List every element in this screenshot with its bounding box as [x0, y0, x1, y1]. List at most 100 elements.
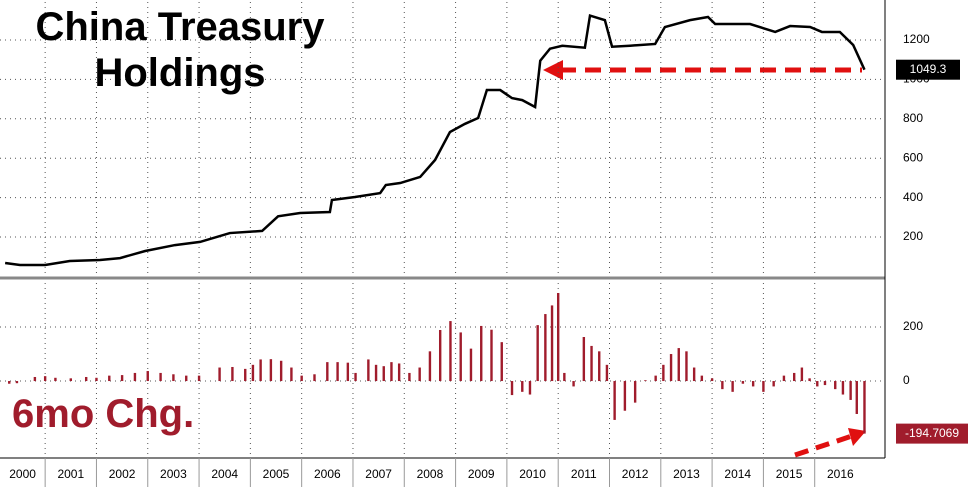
- arrowhead: [848, 428, 866, 446]
- bar: [605, 364, 609, 382]
- bar: [572, 381, 575, 387]
- bar: [544, 314, 547, 382]
- value-label-box: [896, 423, 968, 444]
- bar: [841, 381, 845, 395]
- bar: [662, 364, 665, 382]
- x-tick-label: 2005: [263, 467, 290, 481]
- bar: [244, 368, 247, 382]
- bar: [172, 374, 175, 382]
- bar: [438, 329, 442, 382]
- x-tick-label: 2014: [724, 467, 751, 481]
- bar: [556, 292, 560, 382]
- x-tick-label: 2006: [314, 467, 341, 481]
- bar: [449, 321, 452, 382]
- value-label: -194.7069: [905, 426, 959, 440]
- bar: [251, 364, 255, 382]
- x-tick-label: 2012: [622, 467, 649, 481]
- bar: [469, 348, 473, 382]
- bar: [197, 375, 201, 382]
- bar: [677, 348, 680, 382]
- x-tick-label: 2015: [776, 467, 803, 481]
- bar: [613, 381, 616, 420]
- bar: [300, 375, 303, 382]
- bar: [290, 367, 293, 382]
- bar: [685, 351, 688, 382]
- bar: [15, 381, 19, 384]
- bar: [510, 381, 514, 396]
- bar: [231, 366, 234, 382]
- bar: [43, 376, 47, 382]
- bar: [336, 362, 339, 382]
- bar: [159, 372, 162, 382]
- x-tick-label: 2002: [109, 467, 136, 481]
- bar: [741, 381, 745, 384]
- chart-title: China Treasury Holdings: [35, 5, 325, 95]
- bar: [8, 381, 11, 384]
- bar: [146, 371, 149, 382]
- bar: [459, 332, 462, 382]
- bar: [490, 329, 493, 382]
- bar: [623, 381, 627, 411]
- y-tick-label: 600: [903, 150, 923, 164]
- bar: [816, 381, 819, 387]
- bar: [644, 380, 647, 382]
- bar: [863, 381, 866, 434]
- bar: [654, 375, 657, 382]
- bar: [185, 375, 188, 382]
- bar: [120, 375, 124, 382]
- bar: [792, 372, 796, 382]
- bar: [54, 377, 57, 382]
- bar: [313, 374, 316, 382]
- x-tick-label: 2010: [519, 467, 546, 481]
- bar: [582, 337, 586, 382]
- x-tick-label: 2011: [571, 467, 597, 481]
- bar: [731, 381, 734, 392]
- bar: [33, 376, 37, 382]
- bar: [563, 372, 566, 382]
- bar: [418, 367, 421, 382]
- bar: [782, 375, 786, 382]
- bar: [480, 325, 483, 382]
- bar: [354, 372, 357, 382]
- x-tick-label: 2001: [57, 467, 84, 481]
- bar: [550, 305, 554, 382]
- y-tick-label: 0: [903, 373, 910, 387]
- bar: [326, 362, 329, 382]
- bar: [521, 381, 524, 392]
- y-tick-label: 1200: [903, 32, 930, 46]
- bar: [762, 381, 765, 392]
- bar: [536, 325, 539, 382]
- bar: [428, 351, 432, 382]
- bar: [849, 381, 852, 400]
- x-tick-label: 2009: [468, 467, 495, 481]
- y-tick-label: 200: [903, 229, 923, 243]
- bar: [834, 381, 837, 390]
- bar: [374, 364, 378, 382]
- bar: [408, 372, 411, 382]
- value-label-box: [896, 59, 960, 80]
- bar: [700, 375, 704, 382]
- x-tick-label: 2008: [417, 467, 444, 481]
- y-tick-label: 800: [903, 111, 923, 125]
- x-tick-label: 2007: [365, 467, 392, 481]
- bar: [382, 366, 385, 382]
- bar: [721, 381, 724, 390]
- y-tick-label: 400: [903, 190, 923, 204]
- y-tick-label: 200: [903, 319, 923, 333]
- bar: [598, 351, 601, 382]
- bar: [390, 362, 393, 382]
- bar: [269, 359, 273, 382]
- bar: [855, 381, 858, 414]
- x-tick-label: 2004: [211, 467, 238, 481]
- bar: [346, 362, 350, 382]
- bar: [808, 378, 811, 382]
- x-tick-label: 2016: [827, 467, 854, 481]
- bar: [367, 359, 370, 382]
- bar: [800, 367, 804, 382]
- bar: [692, 367, 696, 382]
- bar: [500, 342, 503, 382]
- bar: [710, 378, 714, 382]
- bar: [528, 381, 532, 395]
- bar: [397, 363, 401, 382]
